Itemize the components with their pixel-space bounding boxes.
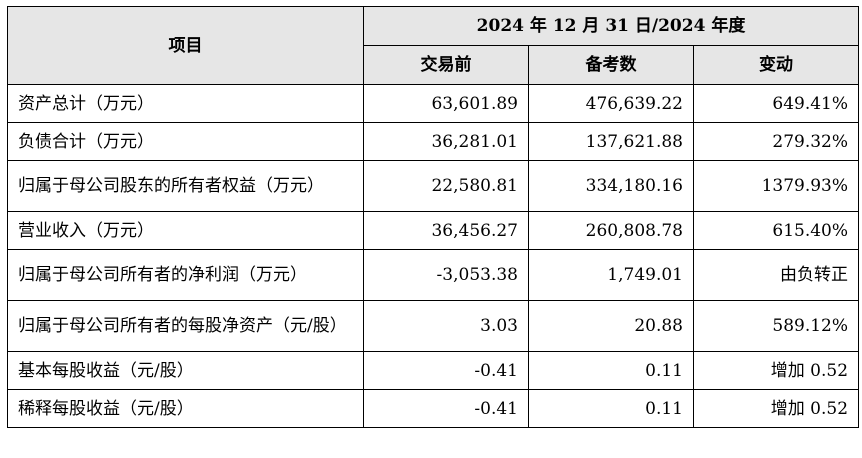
row-label: 归属于母公司所有者的净利润（万元） — [7, 249, 364, 301]
row-label: 资产总计（万元） — [7, 84, 364, 123]
value-change: 615.40% — [692, 211, 860, 250]
value-before: -3,053.38 — [363, 249, 529, 301]
value-pro-forma: 0.11 — [528, 351, 694, 390]
value-pro-forma: 20.88 — [528, 300, 694, 352]
header-pro-forma: 备考数 — [528, 45, 694, 85]
value-before: 3.03 — [363, 300, 529, 352]
row-label: 营业收入（万元） — [7, 211, 364, 250]
header-item: 项目 — [7, 6, 364, 85]
table-row: 归属于母公司股东的所有者权益（万元） 22,580.81 334,180.16 … — [7, 160, 860, 212]
value-change: 649.41% — [692, 84, 860, 123]
value-before: -0.41 — [363, 389, 529, 428]
value-before: 36,456.27 — [363, 211, 529, 250]
row-label: 负债合计（万元） — [7, 122, 364, 161]
table-row: 资产总计（万元） 63,601.89 476,639.22 649.41% — [7, 84, 860, 123]
header-row-columns: 交易前 备考数 变动 — [8, 45, 860, 85]
value-pro-forma: 1,749.01 — [528, 249, 694, 301]
value-before: 63,601.89 — [363, 84, 529, 123]
table-row: 基本每股收益（元/股） -0.41 0.11 增加 0.52 — [7, 351, 860, 390]
table-row: 归属于母公司所有者的每股净资产（元/股） 3.03 20.88 589.12% — [7, 300, 860, 352]
header-change: 变动 — [692, 45, 860, 85]
value-before: -0.41 — [363, 351, 529, 390]
table-row: 负债合计（万元） 36,281.01 137,621.88 279.32% — [7, 122, 860, 161]
value-before: 22,580.81 — [363, 160, 529, 212]
value-change: 由负转正 — [692, 249, 860, 301]
value-pro-forma: 334,180.16 — [528, 160, 694, 212]
value-pro-forma: 0.11 — [528, 389, 694, 428]
value-pro-forma: 137,621.88 — [528, 122, 694, 161]
value-pro-forma: 260,808.78 — [528, 211, 694, 250]
row-label: 基本每股收益（元/股） — [7, 351, 364, 390]
table-row: 稀释每股收益（元/股） -0.41 0.11 增加 0.52 — [7, 389, 860, 428]
value-change: 279.32% — [692, 122, 860, 161]
value-pro-forma: 476,639.22 — [528, 84, 694, 123]
financial-comparison-table: 项目 2024 年 12 月 31 日/2024 年度 交易前 备考数 变动 资… — [7, 6, 860, 428]
header-row-top: 项目 2024 年 12 月 31 日/2024 年度 — [7, 6, 860, 85]
value-before: 36,281.01 — [363, 122, 529, 161]
table-row: 归属于母公司所有者的净利润（万元） -3,053.38 1,749.01 由负转… — [7, 249, 860, 301]
value-change: 增加 0.52 — [692, 389, 860, 428]
value-change: 增加 0.52 — [692, 351, 860, 390]
value-change: 589.12% — [692, 300, 860, 352]
row-label: 归属于母公司股东的所有者权益（万元） — [7, 160, 364, 212]
header-period: 2024 年 12 月 31 日/2024 年度 — [362, 6, 860, 46]
row-label: 稀释每股收益（元/股） — [7, 389, 364, 428]
row-label: 归属于母公司所有者的每股净资产（元/股） — [7, 300, 364, 352]
header-before: 交易前 — [363, 45, 529, 85]
value-change: 1379.93% — [692, 160, 860, 212]
table-row: 营业收入（万元） 36,456.27 260,808.78 615.40% — [7, 211, 860, 250]
